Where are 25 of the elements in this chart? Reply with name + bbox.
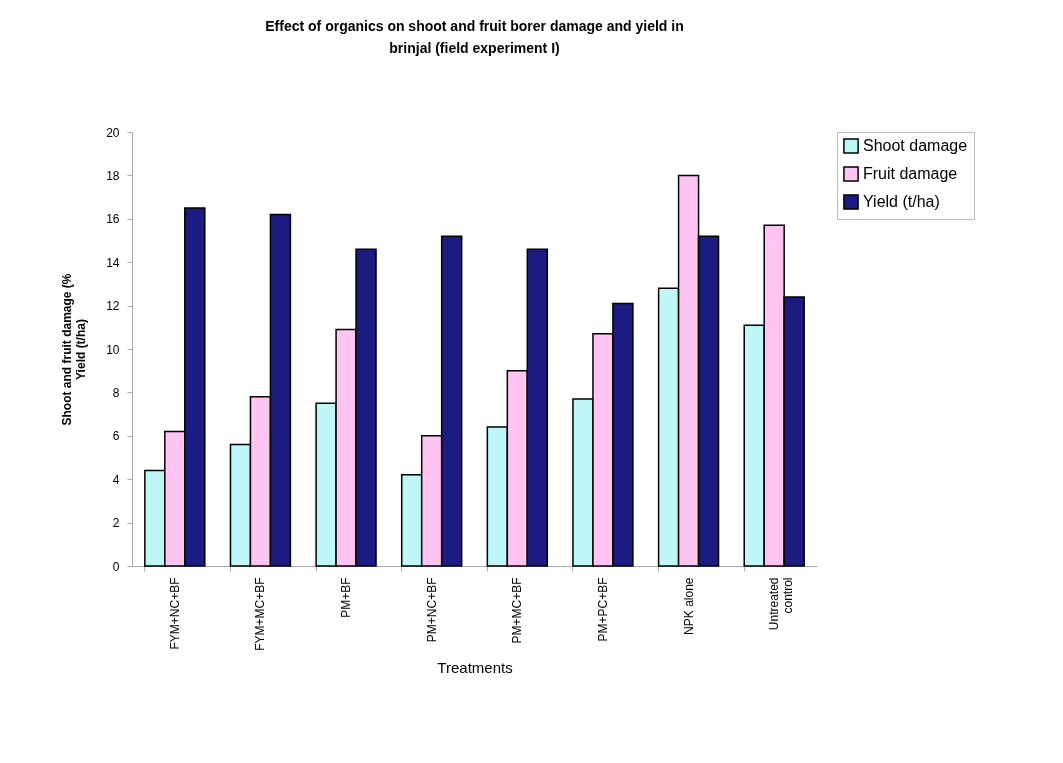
legend-label: Fruit damage bbox=[863, 165, 958, 182]
chart-title: Effect of organics on shoot and fruit borer damage and yield in brinjal (field experiment I) bbox=[265, 18, 684, 56]
x-tick-label: NPK alone bbox=[681, 577, 696, 635]
x-axis-title: Treatments bbox=[437, 658, 513, 676]
legend-label: Shoot damage bbox=[863, 137, 968, 154]
x-tick-label: Untreated control bbox=[767, 577, 796, 631]
y-tick-label: 16 bbox=[106, 212, 120, 227]
y-axis-title: Shoot and fruit damage (% Yield (t/ha) bbox=[60, 273, 89, 426]
x-tick-label: PM+BF bbox=[339, 577, 354, 618]
y-tick-label: 18 bbox=[106, 168, 120, 183]
y-tick-label: 8 bbox=[112, 385, 120, 400]
x-tick-label: FYM+NC+BF bbox=[167, 577, 182, 650]
y-tick-label: 0 bbox=[112, 559, 120, 574]
legend-label: Yield (t/ha) bbox=[863, 193, 940, 210]
y-tick-label: 20 bbox=[106, 125, 120, 140]
y-tick-label: 2 bbox=[112, 516, 120, 531]
y-tick-label: 6 bbox=[112, 429, 120, 444]
y-tick-label: 14 bbox=[106, 255, 120, 270]
y-tick-label: 12 bbox=[106, 299, 120, 314]
x-tick-label: PM+NC+BF bbox=[424, 577, 439, 643]
x-tick-label: PM+PC+BF bbox=[595, 577, 610, 642]
y-tick-label: 4 bbox=[112, 472, 120, 487]
x-tick-label: FYM+MC+BF bbox=[253, 577, 268, 651]
y-tick-label: 10 bbox=[106, 342, 120, 357]
x-tick-label: PM+MC+BF bbox=[510, 577, 525, 644]
